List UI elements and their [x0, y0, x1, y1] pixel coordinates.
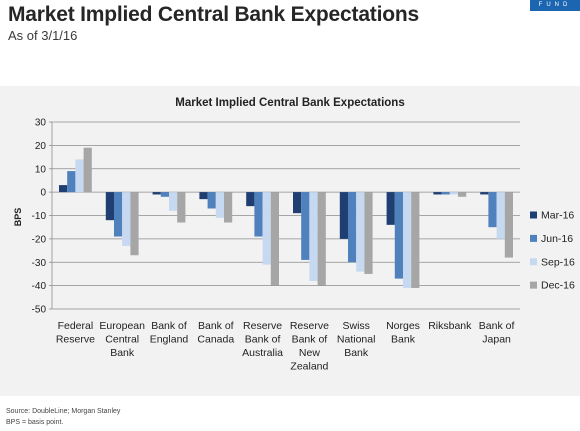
x-tick-label: Bank of Japan: [479, 320, 515, 346]
x-tick-label: European Central Bank: [99, 320, 145, 359]
bar-jun-16-3: [207, 192, 216, 209]
y-tick-label: 0: [40, 188, 46, 199]
y-tick-label: -10: [32, 211, 47, 222]
bar-jun-16-1: [114, 192, 123, 237]
bar-jun-16-4: [254, 192, 263, 237]
bar-mar-16-8: [433, 192, 442, 195]
legend-label: Sep-16: [541, 256, 575, 268]
x-tick-label: Federal Reserve: [56, 320, 95, 346]
bar-jun-16-6: [348, 192, 357, 263]
page-title: Market Implied Central Bank Expectations: [8, 3, 419, 26]
bar-dec-16-6: [364, 192, 373, 274]
bar-mar-16-5: [293, 192, 302, 214]
y-tick-label: -30: [32, 258, 47, 269]
bar-dec-16-3: [224, 192, 233, 223]
bar-sep-16-7: [403, 192, 412, 288]
y-tick-label: -40: [32, 281, 47, 292]
bar-mar-16-6: [339, 192, 348, 239]
bar-mar-16-2: [152, 192, 161, 195]
legend: Mar-16 Jun-16 Sep-16 Dec-16: [530, 210, 575, 292]
bar-sep-16-5: [309, 192, 318, 281]
legend-label: Jun-16: [541, 233, 573, 245]
bar-jun-16-9: [488, 192, 497, 228]
bar-sep-16-3: [215, 192, 224, 218]
legend-swatch: [530, 234, 537, 242]
legend-swatch: [530, 281, 537, 289]
x-tick-label: Reserve Bank of New Zealand: [290, 320, 329, 373]
bar-dec-16-4: [270, 192, 279, 286]
legend-swatch: [530, 211, 537, 219]
bar-sep-16-1: [122, 192, 131, 246]
x-tick-label: Reserve Bank of Australia: [242, 320, 283, 359]
y-axis-label: BPS: [13, 208, 23, 227]
bar-sep-16-9: [496, 192, 505, 239]
y-tick-label: 30: [35, 118, 47, 129]
bar-sep-16-6: [356, 192, 365, 272]
brand-badge: FUND: [530, 0, 580, 11]
bar-sep-16-2: [169, 192, 178, 211]
bar-jun-16-2: [160, 192, 169, 197]
y-tick-label: 10: [35, 164, 47, 175]
bar-jun-16-7: [394, 192, 403, 279]
page-subtitle: As of 3/1/16: [8, 28, 78, 43]
bar-layer: [59, 147, 513, 288]
bar-dec-16-7: [411, 192, 420, 288]
basis-point-note: BPS = basis point.: [6, 419, 64, 426]
x-tick-label: Bank of Canada: [197, 320, 234, 346]
bar-jun-16-5: [301, 192, 310, 260]
bar-mar-16-9: [480, 192, 489, 195]
x-tick-label: Bank of England: [150, 320, 189, 346]
bar-dec-16-9: [504, 192, 513, 258]
source-note: Source: DoubleLine; Morgan Stanley: [6, 408, 121, 415]
legend-swatch: [530, 258, 537, 266]
x-tick-label: Norges Bank: [386, 320, 420, 346]
bar-jun-16-8: [441, 192, 450, 195]
y-tick-label: 20: [35, 141, 47, 152]
bar-mar-16-3: [199, 192, 208, 200]
bar-sep-16-0: [75, 159, 84, 193]
bar-dec-16-2: [177, 192, 186, 223]
bar-dec-16-1: [130, 192, 139, 256]
x-tick-label: Riksbank: [428, 320, 472, 332]
chart-panel: Market Implied Central Bank Expectations…: [0, 86, 580, 396]
axis-layer: 30 20 10 0 -10 -20 -30 -40 -50 Federal ReserveEuro…: [32, 118, 515, 373]
bar-mar-16-0: [59, 185, 68, 193]
y-tick-label: -20: [32, 234, 47, 245]
bar-dec-16-5: [317, 192, 326, 286]
bar-mar-16-4: [246, 192, 255, 207]
x-tick-label: Swiss National Bank: [337, 320, 376, 359]
bar-dec-16-0: [83, 147, 92, 193]
legend-label: Mar-16: [541, 210, 574, 222]
chart-title: Market Implied Central Bank Expectations: [175, 97, 404, 109]
bar-chart: Market Implied Central Bank Expectations…: [13, 97, 575, 373]
y-tick-label: -50: [32, 305, 47, 316]
bar-dec-16-8: [458, 192, 467, 197]
bar-jun-16-0: [67, 171, 76, 193]
bar-mar-16-7: [386, 192, 395, 225]
legend-label: Dec-16: [541, 280, 575, 292]
bar-mar-16-1: [105, 192, 114, 221]
bar-sep-16-4: [262, 192, 271, 265]
bar-sep-16-8: [449, 192, 458, 195]
